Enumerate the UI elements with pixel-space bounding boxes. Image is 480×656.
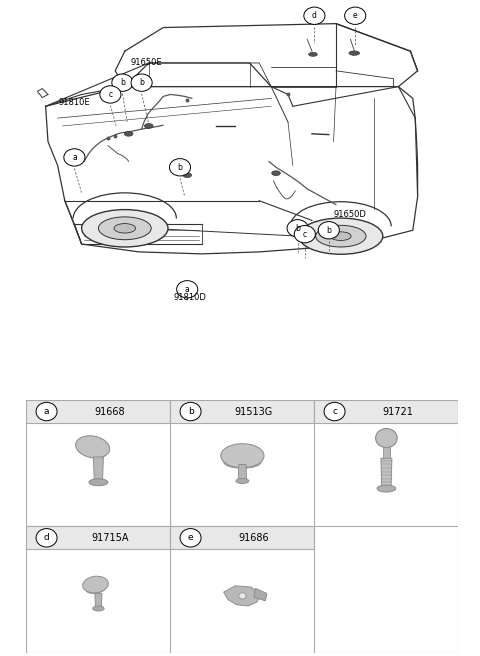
Ellipse shape <box>124 131 133 136</box>
Polygon shape <box>238 464 247 481</box>
Text: d: d <box>44 533 49 543</box>
Circle shape <box>100 86 121 103</box>
Circle shape <box>287 220 308 237</box>
Text: b: b <box>188 407 193 416</box>
Circle shape <box>375 428 397 447</box>
Ellipse shape <box>82 210 168 247</box>
Ellipse shape <box>224 456 261 468</box>
Circle shape <box>345 7 366 24</box>
Ellipse shape <box>93 606 104 611</box>
Text: 91715A: 91715A <box>91 533 129 543</box>
Text: d: d <box>312 11 317 20</box>
Text: b: b <box>326 226 331 235</box>
Polygon shape <box>224 586 261 606</box>
Ellipse shape <box>299 218 383 255</box>
Text: 91650E: 91650E <box>131 58 162 68</box>
Circle shape <box>112 74 133 91</box>
Circle shape <box>177 281 198 298</box>
Circle shape <box>239 593 246 599</box>
Text: e: e <box>353 11 358 20</box>
Text: 91513G: 91513G <box>235 407 273 417</box>
Circle shape <box>36 402 57 420</box>
Text: b: b <box>178 163 182 172</box>
Polygon shape <box>93 457 104 482</box>
Ellipse shape <box>272 171 280 176</box>
Ellipse shape <box>89 479 108 485</box>
Bar <box>170 400 314 423</box>
Circle shape <box>324 402 345 420</box>
Ellipse shape <box>85 583 106 594</box>
Circle shape <box>294 226 315 243</box>
Ellipse shape <box>79 443 107 458</box>
Circle shape <box>304 7 325 24</box>
Polygon shape <box>254 588 267 601</box>
Text: b: b <box>139 78 144 87</box>
Circle shape <box>180 402 201 420</box>
Circle shape <box>64 149 85 166</box>
Ellipse shape <box>98 217 151 239</box>
Ellipse shape <box>309 52 317 56</box>
Bar <box>26 400 170 423</box>
Circle shape <box>131 74 152 91</box>
Circle shape <box>180 529 201 547</box>
Text: b: b <box>295 224 300 233</box>
Ellipse shape <box>236 478 249 483</box>
Text: e: e <box>188 533 193 543</box>
Ellipse shape <box>221 443 264 468</box>
Circle shape <box>318 222 339 239</box>
Polygon shape <box>381 459 392 489</box>
Ellipse shape <box>183 173 192 178</box>
Text: 91686: 91686 <box>239 533 269 543</box>
Circle shape <box>36 529 57 547</box>
Ellipse shape <box>316 225 366 247</box>
Text: c: c <box>332 407 337 416</box>
Bar <box>26 526 170 549</box>
Text: 91668: 91668 <box>95 407 125 417</box>
Ellipse shape <box>330 232 351 241</box>
Ellipse shape <box>114 224 136 233</box>
Polygon shape <box>95 594 102 609</box>
Bar <box>314 400 458 423</box>
Ellipse shape <box>144 123 153 129</box>
Bar <box>170 526 314 549</box>
Text: a: a <box>185 285 190 294</box>
Ellipse shape <box>83 576 108 593</box>
Text: c: c <box>303 230 307 239</box>
Text: a: a <box>72 153 77 162</box>
Text: 91721: 91721 <box>383 407 413 417</box>
Ellipse shape <box>377 485 396 492</box>
Polygon shape <box>383 447 390 459</box>
Text: a: a <box>44 407 49 416</box>
Text: b: b <box>120 78 125 87</box>
Ellipse shape <box>76 436 109 458</box>
Text: c: c <box>108 90 112 99</box>
Text: 91650D: 91650D <box>334 210 367 219</box>
Ellipse shape <box>349 51 360 55</box>
Circle shape <box>169 159 191 176</box>
Text: 91810E: 91810E <box>59 98 90 107</box>
Text: 91810D: 91810D <box>173 293 206 302</box>
